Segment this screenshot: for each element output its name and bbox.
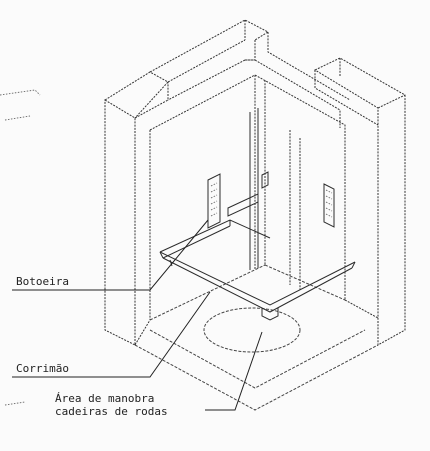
leader-lines bbox=[12, 219, 263, 411]
label-corrimao: Corrimão bbox=[16, 362, 69, 375]
label-area-line1: Área de manobra bbox=[55, 392, 154, 405]
cabin-left-wall bbox=[134, 130, 151, 346]
cabin-floor bbox=[134, 264, 379, 411]
label-area-line2: cadeiras de rodas bbox=[55, 405, 168, 418]
right-wall-panel bbox=[323, 183, 335, 228]
corner-rail bbox=[249, 108, 269, 270]
cabin-top-frame bbox=[149, 19, 351, 128]
cabin-back-wall bbox=[149, 74, 379, 319]
right-front-pillar bbox=[313, 57, 406, 346]
wheelchair-turning-area bbox=[203, 307, 301, 353]
label-botoeira: Botoeira bbox=[16, 275, 69, 288]
scan-ghost-marks bbox=[0, 89, 41, 406]
handrail bbox=[159, 219, 356, 321]
left-front-pillar bbox=[104, 71, 169, 346]
